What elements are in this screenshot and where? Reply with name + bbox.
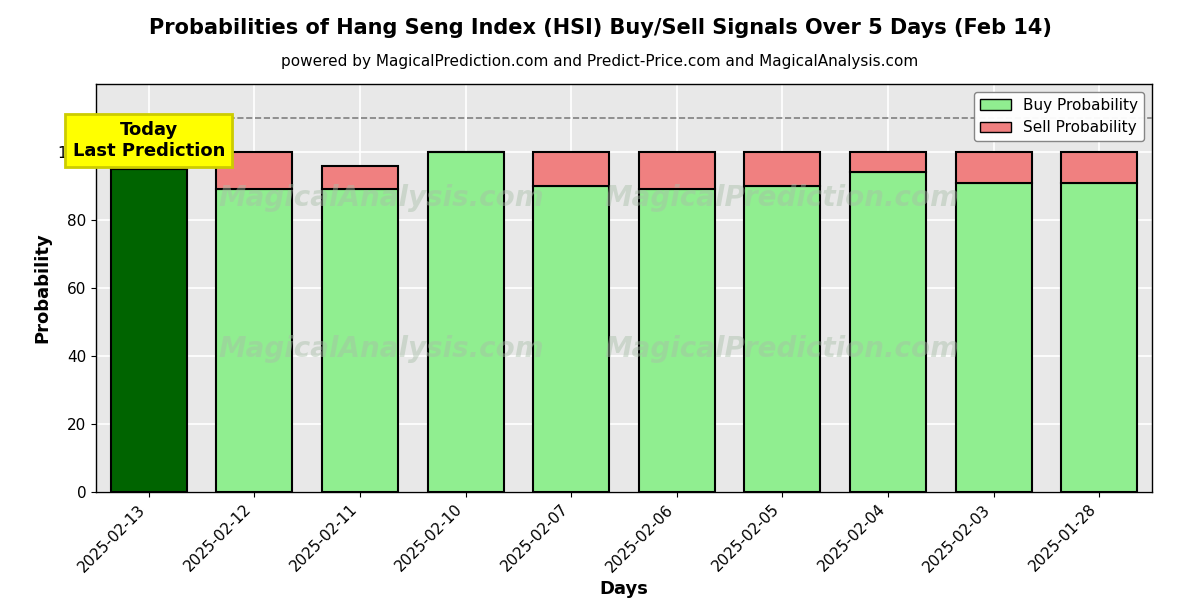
Bar (850, 172, 926, 492)
Text: Today
Last Prediction: Today Last Prediction (73, 121, 224, 160)
Bar (955, 152, 1032, 182)
Text: MagicalPrediction.com: MagicalPrediction.com (605, 335, 960, 363)
Text: MagicalAnalysis.com: MagicalAnalysis.com (218, 335, 544, 363)
Bar (216, 152, 293, 190)
Bar (322, 190, 398, 492)
Bar (322, 166, 398, 190)
Bar (1061, 182, 1138, 492)
Bar (955, 182, 1032, 492)
Bar (1061, 152, 1138, 182)
Y-axis label: Probability: Probability (34, 233, 52, 343)
Text: MagicalPrediction.com: MagicalPrediction.com (605, 184, 960, 212)
Bar (850, 152, 926, 172)
Bar (427, 152, 504, 492)
Bar (533, 186, 610, 492)
Bar (744, 186, 821, 492)
Bar (216, 190, 293, 492)
X-axis label: Days: Days (600, 580, 648, 598)
Bar (744, 152, 821, 186)
Bar (110, 152, 187, 169)
Bar (533, 152, 610, 186)
Bar (110, 169, 187, 492)
Bar (638, 190, 715, 492)
Text: MagicalAnalysis.com: MagicalAnalysis.com (218, 184, 544, 212)
Text: powered by MagicalPrediction.com and Predict-Price.com and MagicalAnalysis.com: powered by MagicalPrediction.com and Pre… (281, 54, 919, 69)
Text: Probabilities of Hang Seng Index (HSI) Buy/Sell Signals Over 5 Days (Feb 14): Probabilities of Hang Seng Index (HSI) B… (149, 18, 1051, 38)
Bar (638, 152, 715, 190)
Legend: Buy Probability, Sell Probability: Buy Probability, Sell Probability (974, 92, 1145, 142)
